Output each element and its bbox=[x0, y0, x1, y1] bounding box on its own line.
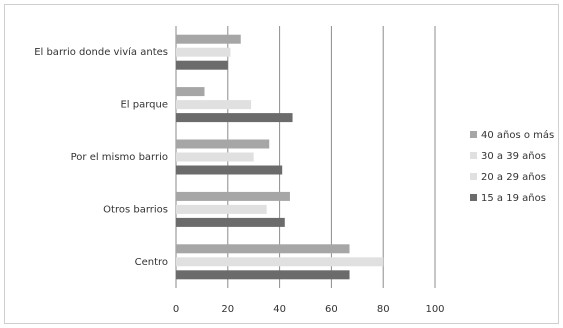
bar bbox=[176, 34, 241, 44]
legend-swatch bbox=[470, 194, 477, 201]
bar bbox=[176, 60, 228, 70]
legend-swatch bbox=[470, 131, 477, 138]
bar bbox=[176, 270, 350, 280]
bar bbox=[176, 217, 285, 227]
legend-swatch bbox=[470, 173, 477, 180]
bar bbox=[176, 191, 290, 201]
legend-label: 40 años o más bbox=[481, 129, 554, 141]
bar bbox=[176, 165, 283, 175]
x-tick-label: 100 bbox=[425, 304, 444, 315]
category-label: El parque bbox=[120, 100, 168, 111]
x-tick-label: 60 bbox=[325, 304, 338, 315]
bar bbox=[176, 100, 252, 110]
x-tick-label: 20 bbox=[221, 304, 234, 315]
bar bbox=[176, 204, 267, 214]
bar bbox=[176, 244, 350, 254]
x-tick-label: 40 bbox=[273, 304, 286, 315]
category-label: Por el mismo barrio bbox=[71, 152, 168, 163]
x-tick-label: 0 bbox=[173, 304, 179, 315]
legend-swatch bbox=[470, 152, 477, 159]
category-label: Otros barrios bbox=[103, 204, 168, 215]
bar bbox=[176, 87, 205, 97]
category-label: El barrio donde vivía antes bbox=[34, 46, 168, 58]
bar bbox=[176, 152, 254, 162]
legend-label: 20 a 29 años bbox=[481, 172, 546, 183]
legend-label: 15 a 19 años bbox=[481, 193, 546, 204]
category-label: Centro bbox=[135, 257, 168, 268]
legend-label: 30 a 39 años bbox=[481, 151, 546, 162]
bar bbox=[176, 139, 270, 149]
bar bbox=[176, 113, 293, 123]
bar bbox=[176, 257, 384, 267]
bar bbox=[176, 47, 231, 57]
x-tick-label: 80 bbox=[377, 304, 390, 315]
